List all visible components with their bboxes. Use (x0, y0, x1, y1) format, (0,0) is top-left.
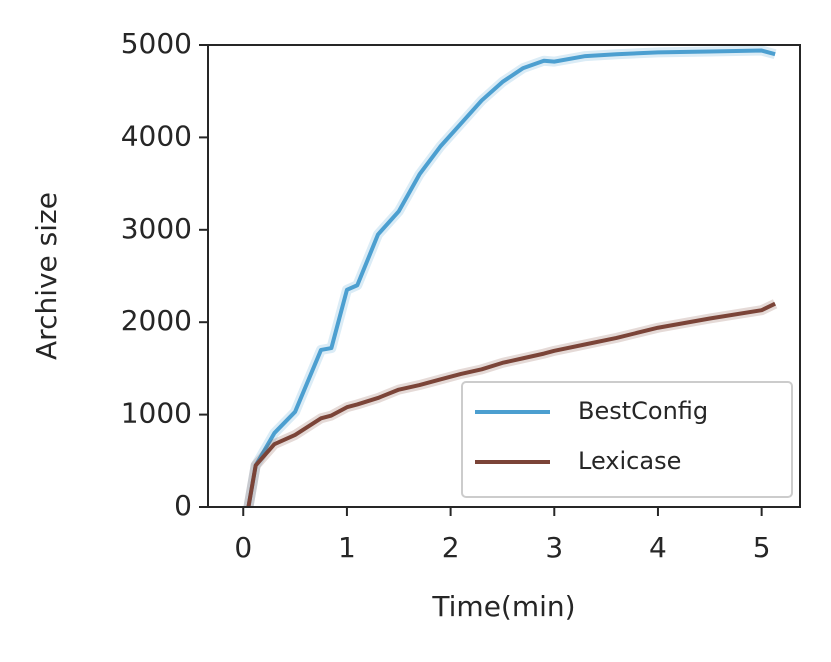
y-tick-label: 1000 (121, 397, 192, 430)
y-tick-label: 5000 (121, 27, 192, 60)
series-line (246, 48, 776, 508)
x-tick-label: 2 (442, 531, 460, 564)
plot-frame (207, 44, 801, 508)
y-tick-label: 0 (174, 489, 192, 522)
y-axis-label: Archive size (30, 192, 63, 360)
x-tick-label: 4 (649, 531, 667, 564)
series-line (246, 301, 776, 508)
y-tick-label: 3000 (121, 212, 192, 245)
y-tick-label: 2000 (121, 304, 192, 337)
legend-label: Lexicase (578, 447, 681, 475)
x-tick-label: 1 (338, 531, 356, 564)
x-tick-label: 3 (545, 531, 563, 564)
x-tick-label: 5 (753, 531, 771, 564)
x-axis-label: Time(min) (431, 590, 575, 623)
x-tick-label: 0 (234, 531, 252, 564)
y-tick-label: 4000 (121, 119, 192, 152)
legend-label: BestConfig (578, 397, 708, 425)
